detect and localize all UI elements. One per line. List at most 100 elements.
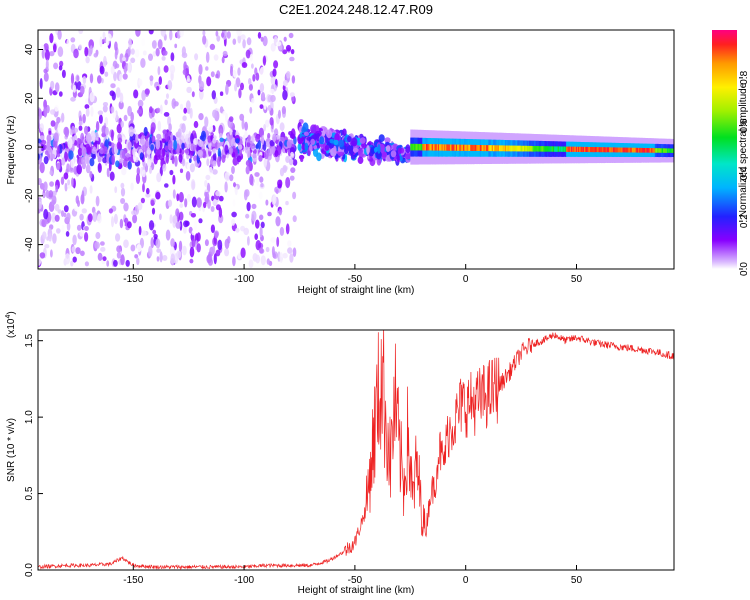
- heatmap-cell: [139, 152, 144, 161]
- heatmap-cell: [630, 147, 633, 153]
- heatmap-cell: [609, 147, 611, 153]
- heatmap-cell: [657, 148, 659, 153]
- heatmap-cell: [114, 50, 118, 60]
- heatmap-cell: [342, 128, 347, 137]
- heatmap-cell: [205, 191, 210, 203]
- heatmap-cell: [63, 172, 69, 180]
- heatmap-cell: [237, 252, 242, 260]
- heatmap-cell: [513, 145, 515, 152]
- colorbar-tick-label: 0.4: [739, 166, 750, 180]
- heatmap-cell: [270, 75, 276, 86]
- heatmap-cell: [260, 183, 264, 188]
- heatmap-cell: [457, 144, 459, 151]
- heatmap-cell: [159, 213, 162, 221]
- heatmap-cell: [265, 199, 269, 206]
- heatmap-cell: [130, 57, 136, 64]
- heatmap-cell: [337, 151, 344, 157]
- heatmap-cell: [346, 145, 353, 152]
- heatmap-cell: [166, 93, 169, 99]
- heatmap-cell: [156, 133, 162, 140]
- colorbar-gradient: [712, 30, 737, 269]
- heatmap-cell: [245, 165, 250, 175]
- heatmap-cell: [278, 109, 281, 119]
- heatmap-cell: [484, 145, 487, 152]
- heatmap-cell: [446, 144, 448, 151]
- heatmap-cell: [156, 256, 160, 262]
- heatmap-cell: [310, 138, 316, 145]
- heatmap-cell: [66, 222, 71, 231]
- heatmap-cell: [115, 160, 120, 168]
- heatmap-cell: [656, 148, 658, 153]
- heatmap-cell: [161, 147, 166, 157]
- heatmap-cell: [113, 213, 118, 225]
- heatmap-cell: [217, 156, 221, 168]
- heatmap-cell: [42, 231, 47, 240]
- heatmap-cell: [543, 146, 545, 152]
- heatmap-cell: [115, 87, 121, 98]
- heatmap-cell: [98, 114, 103, 124]
- heatmap-cell: [225, 112, 228, 123]
- heatmap-cell: [127, 62, 131, 73]
- heatmap-cell: [130, 244, 136, 252]
- heatmap-cell: [255, 240, 262, 251]
- heatmap-cell: [85, 108, 90, 117]
- heatmap-cell: [180, 135, 185, 141]
- heatmap-cell: [229, 174, 234, 182]
- heatmap-cell: [130, 48, 135, 55]
- heatmap-cell: [292, 191, 297, 200]
- heatmap-cell: [43, 72, 49, 82]
- heatmap-cell: [242, 134, 246, 145]
- heatmap-cell: [77, 147, 83, 157]
- heatmap-cell: [538, 146, 541, 152]
- heatmap-cell: [415, 143, 417, 151]
- heatmap-cell: [161, 138, 166, 144]
- heatmap-cell: [92, 133, 96, 143]
- heatmap-cell: [596, 147, 598, 153]
- heatmap-cell: [151, 207, 156, 215]
- heatmap-cell: [64, 253, 71, 265]
- heatmap-cell: [375, 150, 382, 160]
- heatmap-cell: [256, 175, 260, 186]
- heatmap-cell: [235, 138, 240, 144]
- heatmap-cell: [123, 65, 128, 74]
- heatmap-cell: [254, 219, 260, 229]
- heatmap-cell: [499, 145, 501, 152]
- heatmap-cell: [257, 140, 261, 150]
- heatmap-cell: [232, 199, 236, 207]
- heatmap-cell: [610, 147, 613, 153]
- heatmap-cell: [428, 144, 430, 151]
- heatmap-cell: [518, 145, 520, 152]
- heatmap-cell: [131, 210, 137, 216]
- heatmap-cell: [61, 210, 65, 218]
- y-tick-label: 0.0: [24, 563, 35, 577]
- snr-x-ticks: -150 -100 -50 0 50: [123, 565, 582, 586]
- heatmap-cell: [57, 46, 64, 57]
- heatmap-cell: [598, 147, 601, 153]
- heatmap-cell: [142, 50, 147, 56]
- heatmap-cell: [99, 65, 105, 75]
- heatmap-cell: [212, 198, 218, 207]
- heatmap-cell: [89, 158, 95, 167]
- heatmap-cell: [669, 148, 671, 153]
- heatmap-cell: [193, 120, 199, 129]
- heatmap-cell: [646, 148, 648, 153]
- heatmap-cell: [52, 233, 57, 244]
- heatmap-cell: [152, 50, 157, 57]
- heatmap-cell: [315, 125, 320, 134]
- heatmap-cell: [84, 104, 90, 110]
- heatmap-cell: [61, 157, 66, 166]
- x-tick-label: -150: [123, 575, 143, 586]
- heatmap-cell: [113, 71, 117, 82]
- heatmap-cell: [240, 82, 244, 91]
- heatmap-cell: [109, 90, 115, 97]
- heatmap-cell: [549, 146, 551, 152]
- heatmap-cell: [217, 147, 221, 158]
- x-tick-label: -150: [123, 274, 143, 285]
- heatmap-cell: [282, 252, 288, 259]
- heatmap-cell: [189, 258, 194, 264]
- heatmap-cell: [654, 148, 657, 153]
- heatmap-cell: [491, 145, 494, 152]
- snr-x-axis-label: Height of straight line (km): [298, 585, 415, 596]
- heatmap-cell: [245, 49, 251, 59]
